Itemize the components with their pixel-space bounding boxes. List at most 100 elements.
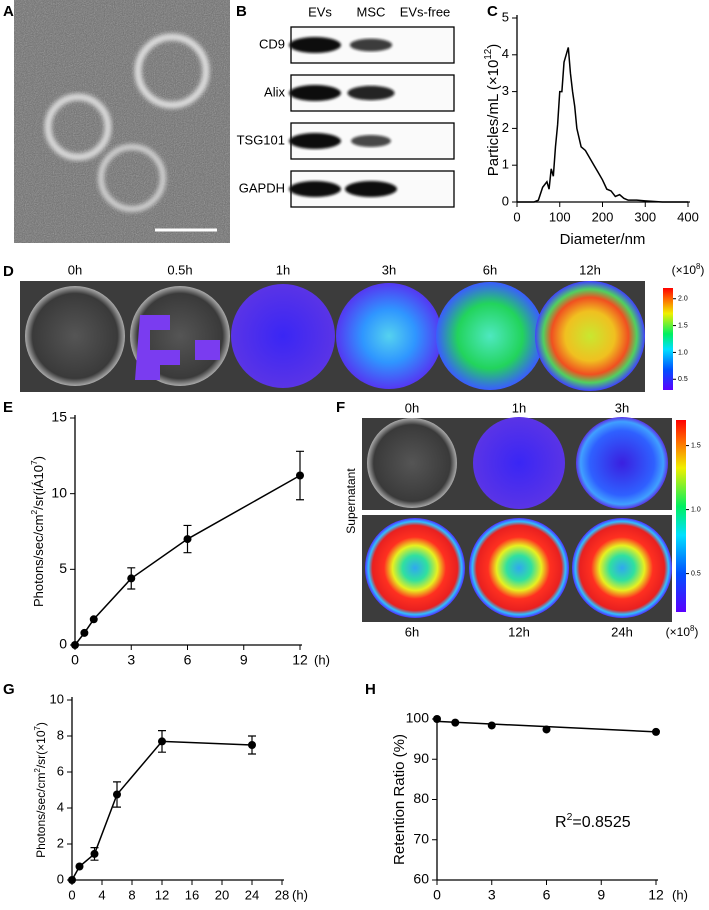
x-tick-label: 6 — [184, 652, 192, 668]
x-unit-label: (h) — [292, 887, 308, 902]
x-tick-label: 20 — [215, 887, 229, 902]
y-tick-label: 4 — [57, 799, 64, 814]
colorbar-label: (×108) — [672, 262, 705, 278]
x-tick-label: 4 — [98, 887, 105, 902]
blot-band — [289, 85, 341, 101]
x-tick-label: 0 — [433, 887, 441, 903]
y-tick-label: 4 — [502, 46, 509, 61]
well — [469, 518, 569, 618]
text-part: ) — [34, 722, 48, 726]
text-part: (×10 — [666, 625, 691, 639]
column-label: EVs-free — [400, 4, 451, 19]
x-tick-label: 6 — [543, 887, 551, 903]
data-point — [127, 574, 136, 583]
y-tick-label: 5 — [59, 560, 67, 576]
x-tick-label: 12 — [648, 887, 664, 903]
time-label: 0h — [68, 262, 82, 277]
well — [367, 418, 457, 508]
text-part: =0.8525 — [572, 814, 630, 831]
colorbar-tick-label: 1.5 — [691, 442, 701, 449]
text-part: ) — [31, 456, 46, 460]
x-tick-label: 0 — [71, 652, 79, 668]
y-tick-label: 60 — [413, 871, 429, 887]
x-tick-label: 9 — [240, 652, 248, 668]
well — [572, 518, 672, 618]
time-label: 6h — [405, 624, 419, 639]
time-label: 12h — [579, 262, 601, 277]
colorbar-tick-label: 1.0 — [678, 349, 688, 356]
time-label: 24h — [611, 624, 633, 639]
row-label: CD9 — [259, 36, 285, 51]
data-point — [183, 535, 192, 544]
well — [473, 417, 565, 509]
data-point — [113, 790, 121, 799]
x-tick-label: 12 — [292, 652, 308, 668]
x-tick-label: 200 — [592, 209, 614, 224]
data-point — [542, 725, 551, 734]
data-point — [248, 741, 256, 749]
blot-band — [347, 85, 395, 101]
time-label: 12h — [508, 624, 530, 639]
y-tick-label: 2 — [502, 120, 509, 135]
x-tick-label: 8 — [128, 887, 135, 902]
text-part: ) — [694, 625, 698, 639]
text-part: R — [555, 814, 567, 831]
panel-label: A — [3, 3, 14, 20]
y-tick-label: 80 — [413, 790, 429, 806]
vesicle — [44, 93, 112, 161]
text-part: 12 — [483, 49, 494, 60]
panel-label: G — [3, 681, 15, 698]
data-point — [68, 876, 76, 884]
colorbar — [676, 420, 686, 612]
panel-label: B — [236, 3, 247, 20]
data-point — [90, 849, 99, 858]
time-label: 0h — [405, 400, 419, 415]
vesicle — [134, 33, 210, 109]
x-tick-label: 300 — [634, 209, 656, 224]
x-tick-label: 9 — [597, 887, 605, 903]
colorbar-tick-label: 0.5 — [691, 570, 701, 577]
text-part: Retention Ratio (%) — [391, 734, 408, 865]
x-tick-label: 12 — [155, 887, 169, 902]
x-tick-label: 100 — [549, 209, 571, 224]
text-part: Particles/mL (×10 — [485, 60, 502, 177]
time-label: 3h — [615, 400, 629, 415]
well — [535, 281, 645, 391]
data-point — [487, 721, 496, 730]
y-tick-label: 8 — [57, 727, 64, 742]
blot-band — [289, 181, 341, 197]
blot-band — [289, 133, 341, 149]
blot-band — [345, 181, 397, 197]
charts: C0 100 200 300 400012345Diameter/nmParticles… — [3, 3, 699, 903]
data-line — [74, 474, 301, 646]
panel-b: B EVs MSC EVs-free CD9 Alix TSG101 GAPDH — [236, 3, 455, 208]
data-line — [71, 740, 253, 881]
data-point — [451, 718, 460, 727]
text-part: Photons/sec/cm — [31, 515, 46, 608]
y-tick-label: 10 — [50, 691, 64, 706]
vesicle — [98, 144, 166, 212]
y-axis-label: Retention Ratio (%) — [391, 734, 408, 865]
colorbar-tick-label: 1.5 — [678, 322, 688, 329]
side-label: Supernatant — [344, 468, 358, 534]
x-tick-label: 24 — [245, 887, 259, 902]
well — [576, 417, 668, 509]
y-tick-label: 0 — [59, 636, 67, 652]
y-tick-label: 0 — [502, 193, 509, 208]
y-tick-label: 70 — [413, 830, 429, 846]
y-tick-label: 100 — [406, 710, 430, 726]
text-part: 8 — [690, 624, 694, 633]
panel-a: A — [3, 0, 230, 243]
y-tick-label: 5 — [502, 9, 509, 24]
x-tick-label: 16 — [185, 887, 199, 902]
row-label: Alix — [264, 84, 285, 99]
blot-band — [349, 38, 393, 52]
data-point — [158, 737, 166, 746]
y-tick-label: 1 — [502, 157, 509, 172]
panel-label: D — [3, 263, 14, 280]
well — [25, 286, 125, 386]
blot-band — [289, 37, 341, 53]
panel-d: D 2.0 1.5 1.0 0.5 (×108) 0h 0.5h 1h 3h 6h 12h — [3, 262, 704, 392]
data-point — [652, 727, 660, 736]
text-part: ) — [485, 44, 502, 49]
